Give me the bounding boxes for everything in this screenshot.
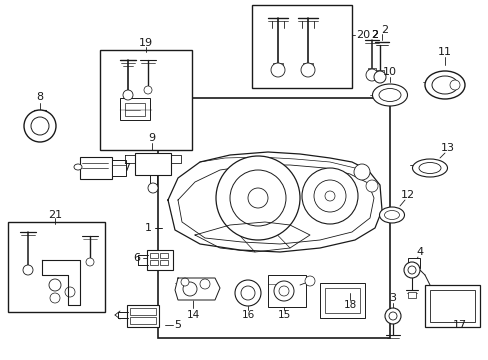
- Bar: [251, 5, 351, 88]
- Ellipse shape: [372, 84, 407, 106]
- Bar: [135, 153, 171, 175]
- Bar: [319, 283, 364, 318]
- Bar: [429, 290, 474, 322]
- Text: 20: 20: [355, 30, 369, 40]
- Circle shape: [235, 280, 261, 306]
- Circle shape: [325, 191, 334, 201]
- Circle shape: [313, 180, 346, 212]
- Bar: [160, 253, 168, 258]
- Text: 9: 9: [148, 133, 155, 143]
- Bar: [272, 63, 283, 71]
- Ellipse shape: [384, 211, 399, 220]
- Circle shape: [384, 308, 400, 324]
- Circle shape: [365, 69, 377, 81]
- Circle shape: [49, 279, 61, 291]
- Bar: [120, 98, 150, 120]
- Ellipse shape: [379, 207, 404, 223]
- Text: 7: 7: [123, 163, 130, 173]
- Bar: [325, 288, 359, 313]
- Circle shape: [148, 183, 158, 193]
- Text: 13: 13: [440, 143, 454, 153]
- Bar: [160, 260, 168, 265]
- Text: 2: 2: [381, 25, 388, 35]
- Bar: [303, 63, 312, 71]
- Bar: [130, 308, 156, 315]
- Circle shape: [388, 312, 396, 320]
- Circle shape: [200, 279, 209, 289]
- Bar: [407, 258, 419, 268]
- Bar: [100, 50, 192, 150]
- Bar: [8, 222, 105, 312]
- Bar: [267, 275, 305, 307]
- Text: 10: 10: [382, 67, 396, 77]
- Circle shape: [50, 293, 60, 303]
- Circle shape: [143, 86, 152, 94]
- Ellipse shape: [424, 71, 464, 99]
- Circle shape: [123, 90, 133, 100]
- Ellipse shape: [418, 162, 440, 174]
- Text: 14: 14: [186, 310, 199, 320]
- Text: 6: 6: [133, 253, 140, 263]
- Circle shape: [403, 262, 419, 278]
- Circle shape: [31, 117, 49, 135]
- Ellipse shape: [378, 89, 400, 102]
- Text: 11: 11: [437, 47, 451, 57]
- Ellipse shape: [431, 76, 457, 94]
- Bar: [147, 250, 173, 270]
- Circle shape: [65, 287, 75, 297]
- Circle shape: [305, 276, 314, 286]
- Text: 2: 2: [371, 30, 378, 40]
- Circle shape: [302, 168, 357, 224]
- Text: 3: 3: [389, 293, 396, 303]
- Bar: [150, 253, 158, 258]
- Text: 16: 16: [241, 310, 254, 320]
- Text: 8: 8: [37, 92, 43, 102]
- Bar: [125, 103, 145, 116]
- Circle shape: [183, 282, 197, 296]
- Bar: [130, 317, 156, 324]
- Circle shape: [353, 164, 369, 180]
- Circle shape: [181, 278, 189, 286]
- Text: 12: 12: [400, 190, 414, 200]
- Bar: [150, 260, 158, 265]
- Bar: [424, 285, 479, 327]
- Text: 21: 21: [48, 210, 62, 220]
- Text: 2: 2: [371, 30, 378, 40]
- Polygon shape: [42, 260, 80, 305]
- Circle shape: [407, 266, 415, 274]
- Bar: [407, 292, 415, 298]
- Circle shape: [365, 180, 377, 192]
- Circle shape: [241, 286, 254, 300]
- Text: 15: 15: [277, 310, 290, 320]
- Polygon shape: [175, 278, 220, 300]
- Circle shape: [229, 170, 285, 226]
- Bar: [127, 305, 159, 327]
- Circle shape: [270, 63, 285, 77]
- Circle shape: [86, 258, 94, 266]
- Circle shape: [279, 286, 288, 296]
- Circle shape: [216, 156, 299, 240]
- Bar: [367, 68, 375, 75]
- Text: 2: 2: [371, 30, 378, 40]
- Text: 4: 4: [416, 247, 423, 257]
- Circle shape: [373, 71, 385, 83]
- Text: 5: 5: [174, 320, 181, 330]
- Circle shape: [247, 188, 267, 208]
- Text: 17: 17: [452, 320, 466, 330]
- Ellipse shape: [74, 164, 82, 170]
- Text: 1: 1: [144, 223, 151, 233]
- Bar: [158, 98, 389, 338]
- Bar: [36, 112, 44, 120]
- Circle shape: [273, 281, 293, 301]
- Bar: [80, 157, 112, 179]
- Circle shape: [301, 63, 314, 77]
- Circle shape: [24, 110, 56, 142]
- Bar: [375, 70, 383, 77]
- Ellipse shape: [412, 159, 447, 177]
- Text: 19: 19: [139, 38, 153, 48]
- Text: 18: 18: [343, 300, 356, 310]
- Bar: [112, 160, 126, 176]
- Circle shape: [449, 80, 459, 90]
- Circle shape: [23, 265, 33, 275]
